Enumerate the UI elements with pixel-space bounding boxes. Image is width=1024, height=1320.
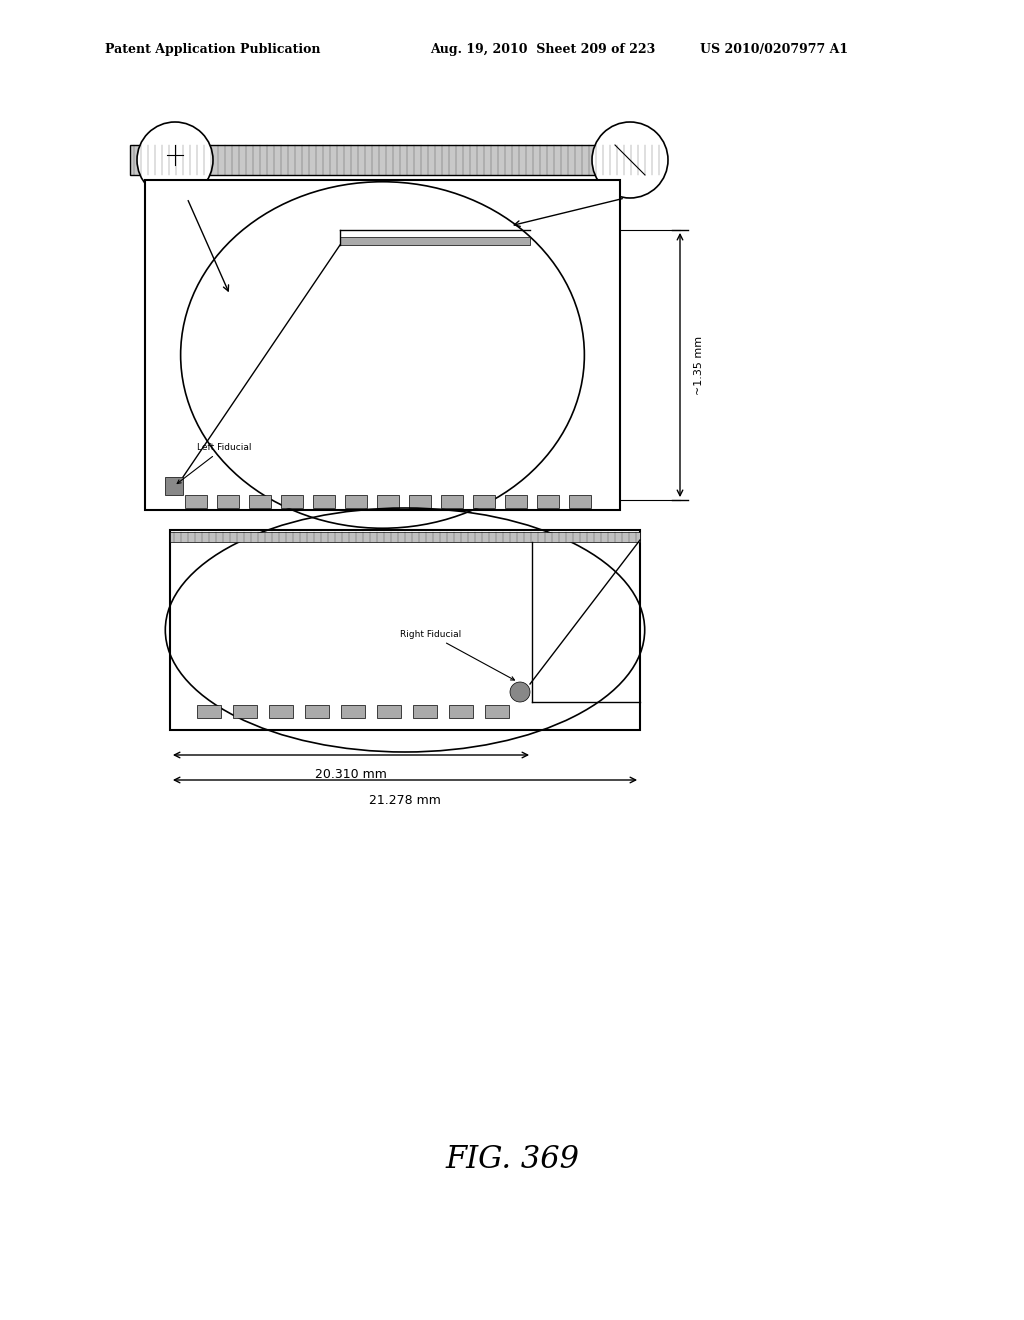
Text: FIG. 369: FIG. 369	[445, 1144, 579, 1176]
Bar	[569, 495, 591, 508]
Bar	[145, 180, 620, 510]
Circle shape	[137, 121, 213, 198]
Bar	[377, 495, 399, 508]
Bar	[345, 495, 367, 508]
Bar	[217, 495, 239, 508]
Bar	[485, 705, 509, 718]
Circle shape	[510, 682, 530, 702]
Bar	[197, 705, 221, 718]
Bar	[505, 495, 527, 508]
Bar	[473, 495, 495, 508]
Bar	[413, 705, 437, 718]
Bar	[377, 705, 401, 718]
Bar	[341, 705, 365, 718]
Text: Right Fiducial: Right Fiducial	[400, 630, 514, 680]
Text: Left Fiducial: Left Fiducial	[177, 444, 252, 483]
Bar	[233, 705, 257, 718]
Bar	[165, 477, 183, 495]
Bar	[130, 145, 660, 176]
Text: Aug. 19, 2010  Sheet 209 of 223: Aug. 19, 2010 Sheet 209 of 223	[430, 44, 655, 57]
Bar	[409, 495, 431, 508]
Text: ~1.35 mm: ~1.35 mm	[694, 335, 705, 395]
Bar	[449, 705, 473, 718]
Text: US 2010/0207977 A1: US 2010/0207977 A1	[700, 44, 848, 57]
Bar	[170, 531, 640, 730]
Bar	[537, 495, 559, 508]
Bar	[170, 532, 640, 543]
Bar	[340, 238, 530, 246]
Bar	[185, 495, 207, 508]
Text: 21.278 mm: 21.278 mm	[369, 793, 441, 807]
Bar	[305, 705, 329, 718]
Bar	[249, 495, 271, 508]
Bar	[281, 495, 303, 508]
Bar	[269, 705, 293, 718]
Text: 20.310 mm: 20.310 mm	[315, 768, 387, 781]
Bar	[441, 495, 463, 508]
Bar	[313, 495, 335, 508]
Circle shape	[592, 121, 668, 198]
Text: Patent Application Publication: Patent Application Publication	[105, 44, 321, 57]
